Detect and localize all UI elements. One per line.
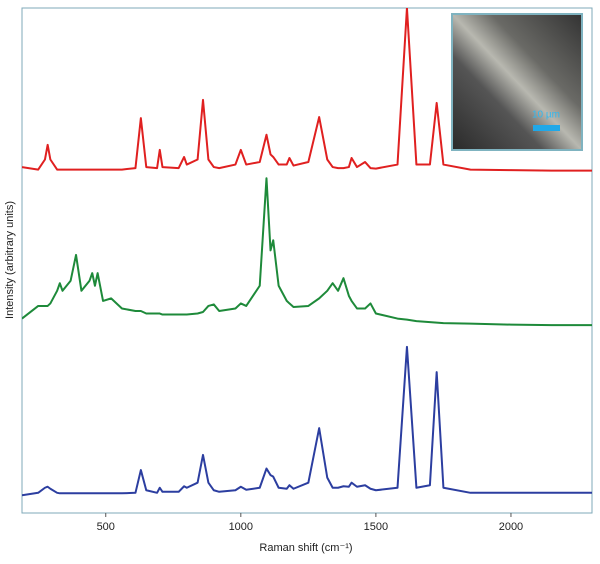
y-axis-title: Intensity (arbitrary units) — [4, 201, 16, 319]
x-tick-label: 2000 — [499, 521, 523, 533]
spectrum-line — [22, 8, 592, 172]
spectrum-line — [22, 177, 592, 327]
scale-bar — [533, 125, 560, 131]
scale-label: 10 µm — [532, 110, 560, 121]
x-axis-title: Raman shift (cm⁻¹) — [259, 542, 352, 554]
plot-frame — [21, 7, 593, 514]
x-tick-label: 1000 — [229, 521, 253, 533]
spectrum-line — [22, 345, 592, 497]
x-tick-label: 500 — [97, 521, 115, 533]
x-tick-label: 1500 — [364, 521, 388, 533]
inset-image: 10 µm — [451, 13, 583, 151]
